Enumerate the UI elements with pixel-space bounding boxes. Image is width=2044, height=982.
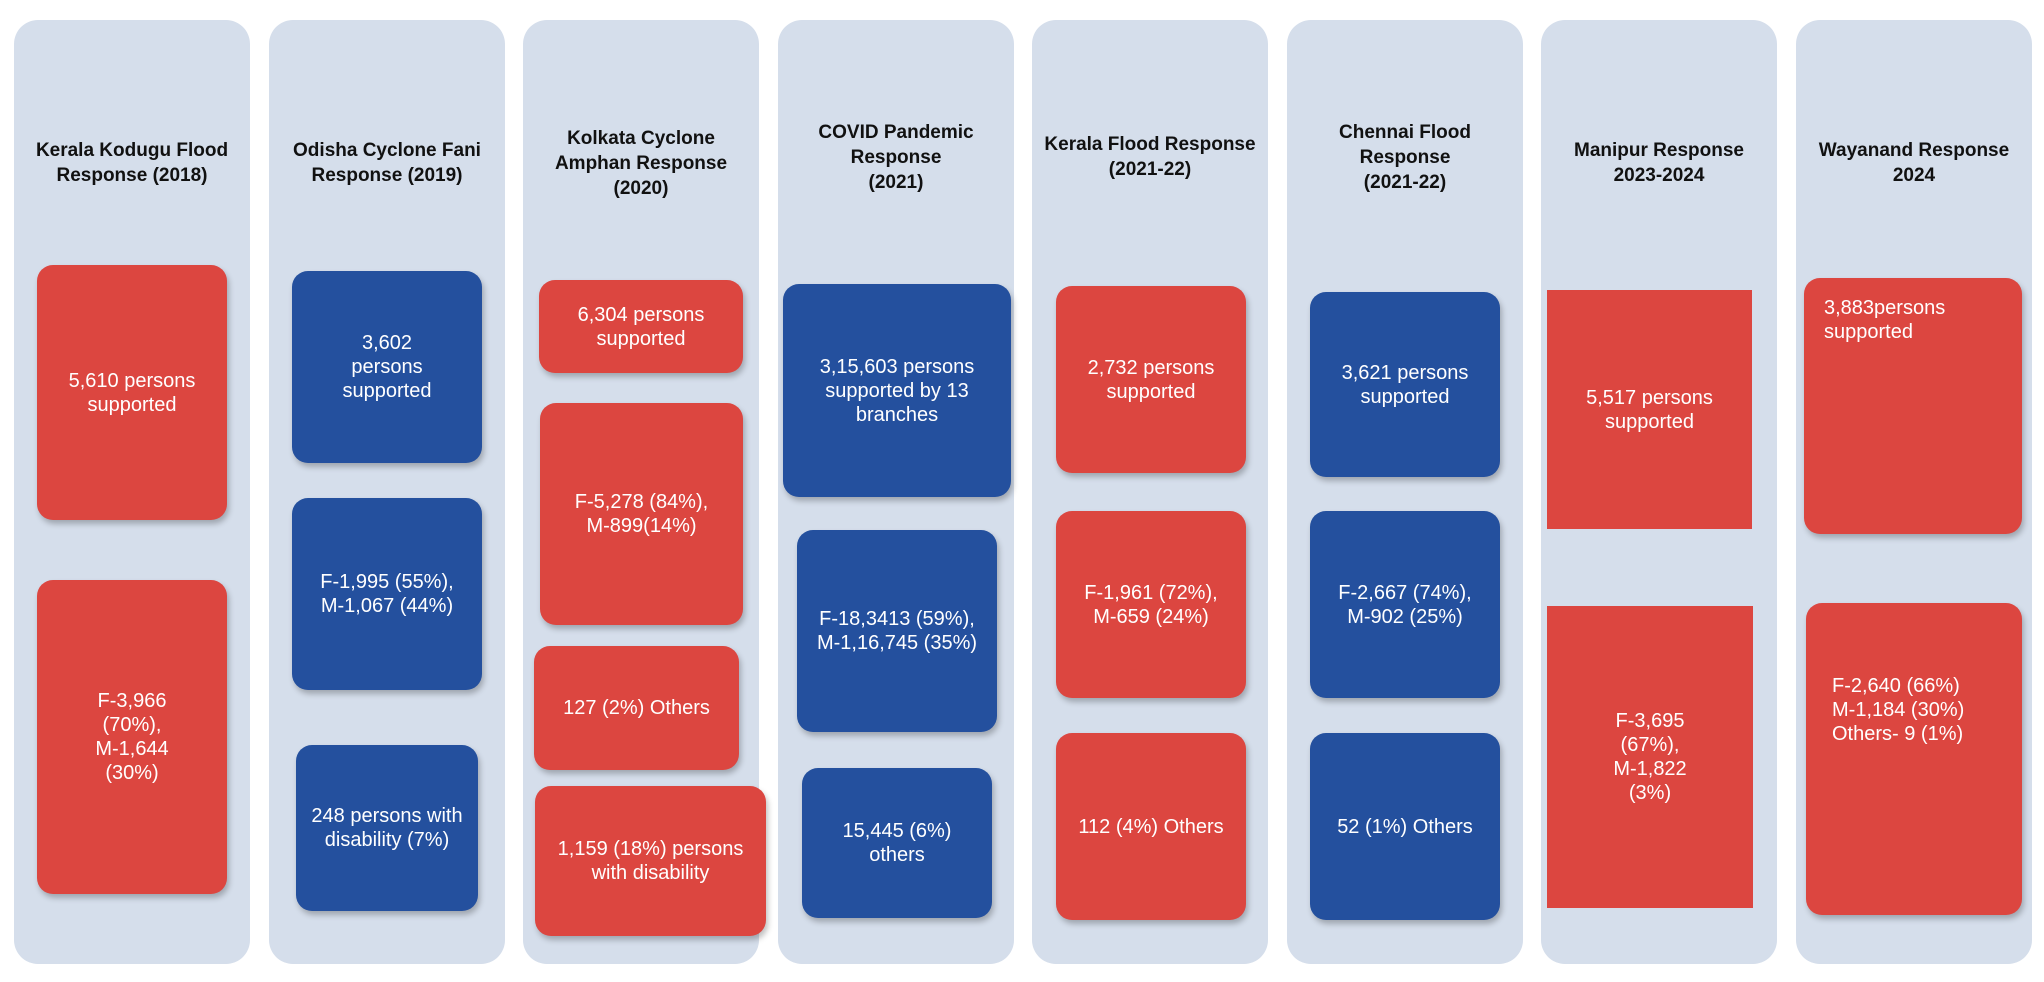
box-gender-breakdown: F-3,695 (67%), M-1,822 (3%)	[1547, 606, 1753, 908]
box-persons-supported: 6,304 persons supported	[539, 280, 743, 373]
column-title: Odisha Cyclone Fani Response (2019)	[293, 140, 481, 186]
column-kerala-kodugu: Kerala Kodugu Flood Response (2018) 5,61…	[14, 20, 250, 964]
column-wayanand: Wayanand Response 2024 3,883persons supp…	[1796, 20, 2032, 964]
box-persons-supported: 5,517 persons supported	[1547, 290, 1752, 529]
box-persons-supported: 3,15,603 persons supported by 13 branche…	[783, 284, 1011, 497]
column-title: Kerala Flood Response (2021-22)	[1044, 134, 1256, 180]
box-persons-supported: 5,610 persons supported	[37, 265, 227, 520]
column-title: COVID Pandemic Response (2021)	[818, 122, 974, 193]
column-title: Wayanand Response 2024	[1818, 140, 2010, 186]
box-others: 52 (1%) Others	[1310, 733, 1500, 920]
box-persons-supported: 3,602 persons supported	[292, 271, 482, 463]
column-covid: COVID Pandemic Response (2021) 3,15,603 …	[778, 20, 1014, 964]
column-manipur: Manipur Response 2023-2024 5,517 persons…	[1541, 20, 1777, 964]
box-others: 15,445 (6%) others	[802, 768, 992, 918]
box-others: 127 (2%) Others	[534, 646, 739, 770]
box-persons-supported: 3,621 persons supported	[1310, 292, 1500, 477]
box-gender-breakdown: F-1,961 (72%), M-659 (24%)	[1056, 511, 1246, 698]
column-title: Chennai Flood Response (2021-22)	[1339, 122, 1471, 193]
column-odisha-fani: Odisha Cyclone Fani Response (2019) 3,60…	[269, 20, 505, 964]
column-title: Kerala Kodugu Flood Response (2018)	[35, 140, 229, 186]
column-chennai-flood: Chennai Flood Response (2021-22) 3,621 p…	[1287, 20, 1523, 964]
box-gender-breakdown: F-2,667 (74%), M-902 (25%)	[1310, 511, 1500, 698]
column-title: Kolkata Cyclone Amphan Response (2020)	[554, 128, 728, 199]
box-persons-supported: 2,732 persons supported	[1056, 286, 1246, 473]
column-kolkata-amphan: Kolkata Cyclone Amphan Response (2020) 6…	[523, 20, 766, 964]
column-kerala-flood: Kerala Flood Response (2021-22) 2,732 pe…	[1032, 20, 1268, 964]
box-disability: 248 persons with disability (7%)	[296, 745, 478, 911]
box-others: 112 (4%) Others	[1056, 733, 1246, 920]
box-gender-breakdown: F-5,278 (84%), M-899(14%)	[540, 403, 743, 625]
box-disability: 1,159 (18%) persons with disability	[535, 786, 766, 936]
box-gender-breakdown: F-3,966 (70%), M-1,644 (30%)	[37, 580, 227, 894]
box-gender-breakdown: F-18,3413 (59%), M-1,16,745 (35%)	[797, 530, 997, 732]
box-persons-supported: 3,883persons supported	[1804, 278, 2022, 534]
column-title: Manipur Response 2023-2024	[1574, 140, 1744, 186]
box-gender-breakdown: F-1,995 (55%), M-1,067 (44%)	[292, 498, 482, 690]
box-gender-breakdown: F-2,640 (66%) M-1,184 (30%) Others- 9 (1…	[1806, 603, 2022, 915]
